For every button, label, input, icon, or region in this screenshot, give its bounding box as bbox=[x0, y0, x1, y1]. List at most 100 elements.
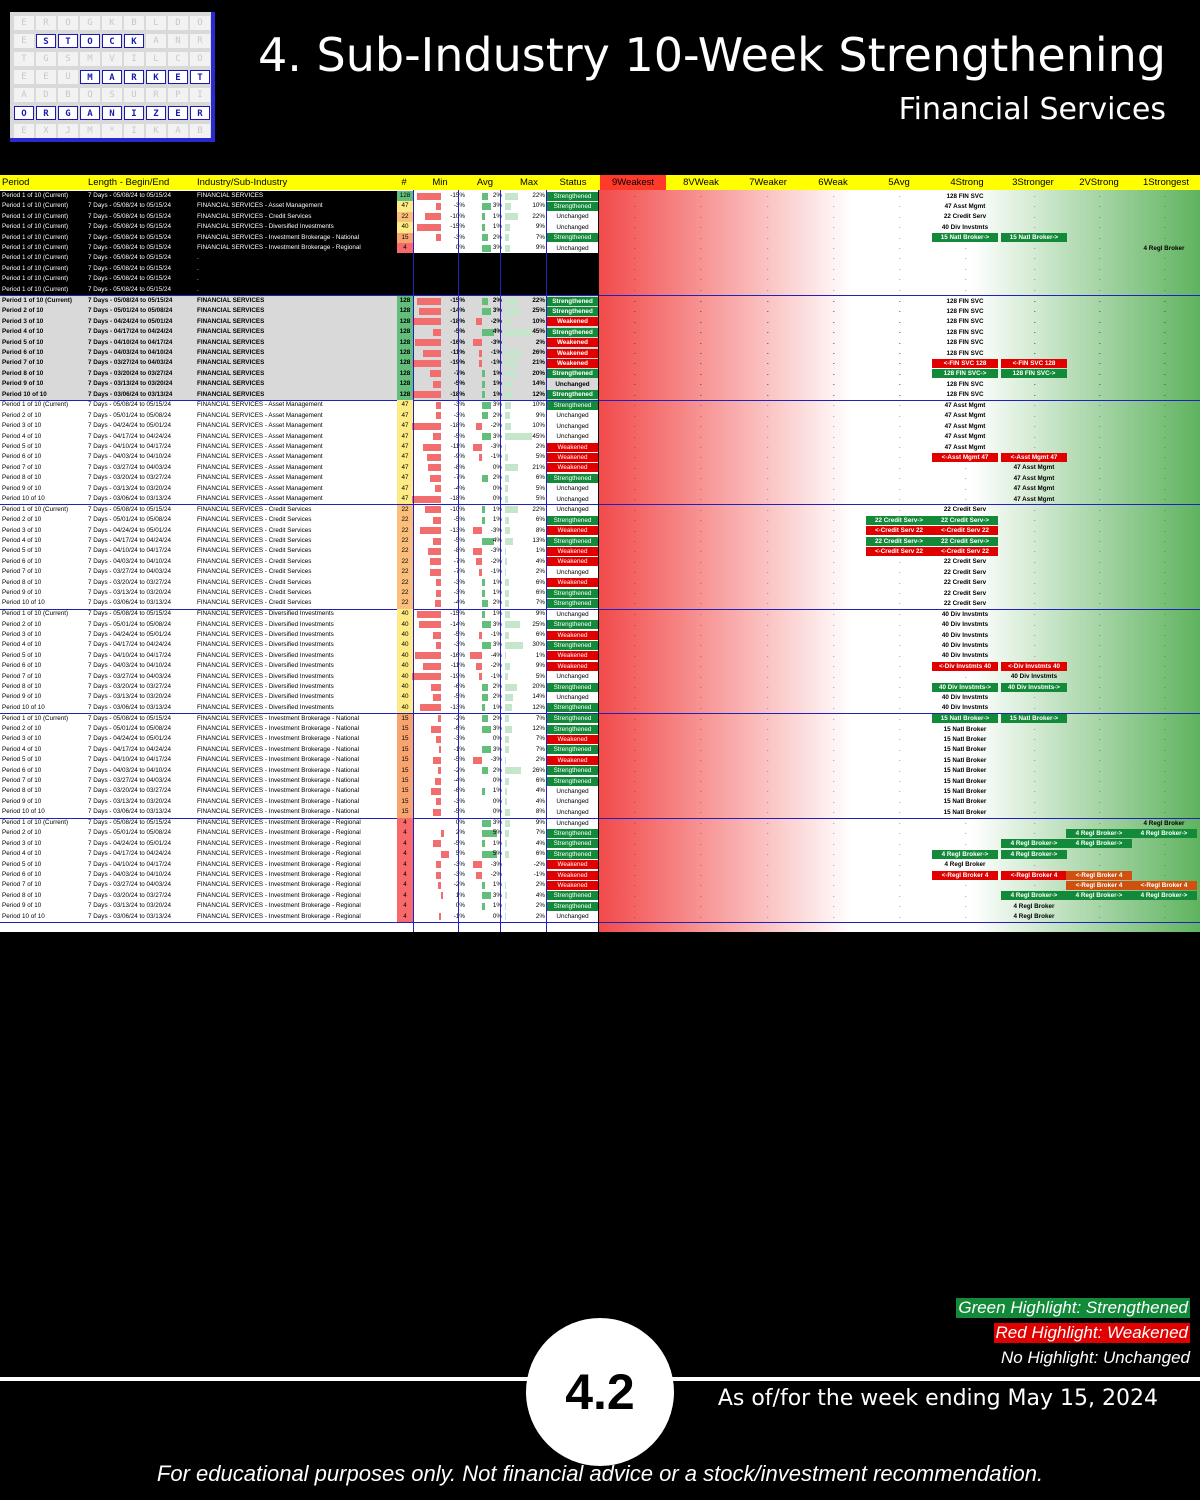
max-cell: 6% bbox=[535, 516, 545, 524]
logo-letter: A bbox=[102, 70, 122, 84]
empty-cell-dot: . bbox=[634, 757, 636, 764]
empty-cell-dot: . bbox=[833, 193, 835, 199]
strength-tag: 22 Credit Serv bbox=[943, 568, 987, 576]
industry-cell: FINANCIAL SERVICES - Investment Brokerag… bbox=[197, 871, 361, 878]
empty-cell-dot: . bbox=[767, 433, 769, 440]
period-cell: Period 1 of 10 (Current) bbox=[2, 202, 69, 210]
count-cell: 47 bbox=[397, 462, 413, 474]
table-row: Period 1 of 10 (Current) 7 Days - 05/08/2… bbox=[0, 253, 1200, 263]
group-separator bbox=[0, 504, 1200, 506]
industry-cell: FINANCIAL SERVICES - Investment Brokerag… bbox=[197, 745, 360, 753]
table-row: Period 10 of 10 7 Days - 03/06/24 to 03/1… bbox=[0, 807, 1200, 818]
empty-cell-dot: . bbox=[899, 861, 901, 868]
empty-cell-dot: . bbox=[700, 872, 702, 878]
avg-cell: -2% bbox=[490, 871, 502, 878]
avg-bar bbox=[482, 642, 491, 650]
empty-cell-dot: . bbox=[833, 736, 835, 743]
empty-cell-dot: . bbox=[767, 820, 769, 826]
table-row: Period 5 of 10 7 Days - 04/10/24 to 04/17… bbox=[0, 337, 1200, 348]
count-cell: 15 bbox=[397, 734, 413, 745]
status-cell: Strengthened bbox=[547, 306, 598, 316]
empty-cell-dot: . bbox=[1034, 265, 1036, 272]
empty-cell-dot: . bbox=[700, 600, 702, 607]
empty-cell-dot: . bbox=[1164, 444, 1166, 450]
count-cell: 22 bbox=[397, 588, 413, 599]
length-cell: 7 Days - 04/17/24 to 04/24/24 bbox=[88, 850, 171, 858]
empty-cell-dot: . bbox=[634, 736, 636, 743]
period-cell: Period 1 of 10 (Current) bbox=[2, 714, 69, 722]
empty-cell-dot: . bbox=[634, 621, 636, 628]
empty-cell-dot: . bbox=[1164, 663, 1166, 670]
min-bar bbox=[441, 830, 445, 838]
empty-cell-dot: . bbox=[833, 391, 835, 398]
empty-cell-dot: . bbox=[634, 370, 636, 377]
empty-cell-dot: . bbox=[1099, 213, 1101, 220]
empty-cell-dot: . bbox=[1034, 224, 1036, 231]
period-cell: Period 6 of 10 bbox=[2, 349, 44, 356]
count-cell: 15 bbox=[397, 713, 413, 724]
min-bar bbox=[420, 527, 441, 535]
empty-cell-dot: . bbox=[1099, 433, 1101, 440]
period-cell: Period 4 of 10 bbox=[2, 432, 42, 440]
empty-cell-dot: . bbox=[833, 454, 835, 461]
count-cell: 47 bbox=[397, 494, 413, 505]
empty-cell-dot: . bbox=[1034, 444, 1036, 450]
avg-cell: 1% bbox=[492, 610, 502, 618]
status-divider bbox=[598, 190, 599, 932]
group-separator bbox=[0, 608, 1200, 610]
logo-letter: M bbox=[80, 70, 100, 84]
empty-cell-dot: . bbox=[634, 265, 636, 272]
empty-cell-dot: . bbox=[634, 590, 636, 596]
table-row: Period 7 of 10 7 Days - 03/27/24 to 04/03… bbox=[0, 776, 1200, 787]
empty-cell-dot: . bbox=[767, 412, 769, 419]
empty-cell-dot: . bbox=[1164, 840, 1166, 847]
table-row: Period 6 of 10 7 Days - 04/03/24 to 04/10… bbox=[0, 452, 1200, 463]
strength-tag: 15 Natl Broker bbox=[943, 808, 987, 816]
max-bar bbox=[505, 579, 509, 587]
status-cell: Unchanged bbox=[556, 433, 589, 441]
industry-cell: FINANCIAL SERVICES - Diversified Investm… bbox=[197, 620, 334, 628]
empty-cell-dot: . bbox=[634, 820, 636, 826]
period-cell: Period 5 of 10 bbox=[2, 756, 42, 764]
empty-cell-dot: . bbox=[899, 224, 901, 231]
empty-cell-dot: . bbox=[1164, 485, 1166, 492]
max-bar bbox=[505, 756, 507, 764]
strength-tag: 40 Div Invstmts bbox=[941, 621, 989, 629]
max-cell: 45% bbox=[532, 328, 545, 336]
min-cell: -3% bbox=[453, 735, 465, 743]
empty-cell-dot: . bbox=[767, 726, 769, 732]
length-cell: 7 Days - 03/27/24 to 04/03/24 bbox=[88, 463, 171, 471]
empty-cell-dot: . bbox=[1164, 652, 1166, 659]
empty-cell-dot: . bbox=[700, 318, 702, 325]
empty-cell-dot: . bbox=[833, 517, 835, 524]
table-row: Period 3 of 10 7 Days - 04/24/24 to 05/01… bbox=[0, 630, 1200, 641]
min-cell: -1% bbox=[453, 912, 465, 920]
max-bar bbox=[505, 339, 507, 347]
empty-cell-dot: . bbox=[899, 370, 901, 377]
max-cell: 9% bbox=[535, 411, 545, 419]
avg-cell: 2% bbox=[492, 599, 502, 607]
logo-filler-letter: E bbox=[36, 70, 56, 84]
avg-cell: 3% bbox=[492, 432, 502, 440]
empty-cell-dot: . bbox=[1099, 579, 1101, 586]
empty-cell-dot: . bbox=[1164, 391, 1166, 398]
empty-cell-dot: . bbox=[1164, 496, 1166, 502]
min-cell: -9% bbox=[453, 453, 465, 461]
min-bar bbox=[433, 380, 441, 388]
avg-bar bbox=[476, 422, 482, 430]
empty-cell-dot: . bbox=[700, 851, 702, 858]
avg-cell: 3% bbox=[492, 307, 502, 315]
empty-cell-dot: . bbox=[1164, 788, 1166, 795]
empty-cell-dot: . bbox=[767, 213, 769, 220]
empty-cell-dot: . bbox=[899, 381, 901, 388]
empty-cell-dot: . bbox=[634, 538, 636, 544]
empty-cell-dot: . bbox=[634, 872, 636, 878]
min-bar bbox=[434, 485, 441, 493]
empty-cell-dot: . bbox=[833, 757, 835, 764]
min-bar bbox=[425, 506, 441, 514]
strength-tag: 15 Natl Broker bbox=[943, 756, 987, 764]
avg-bar bbox=[482, 788, 485, 796]
empty-cell-dot: . bbox=[700, 548, 702, 555]
max-bar bbox=[505, 882, 507, 890]
min-cell: 1% bbox=[455, 891, 465, 899]
